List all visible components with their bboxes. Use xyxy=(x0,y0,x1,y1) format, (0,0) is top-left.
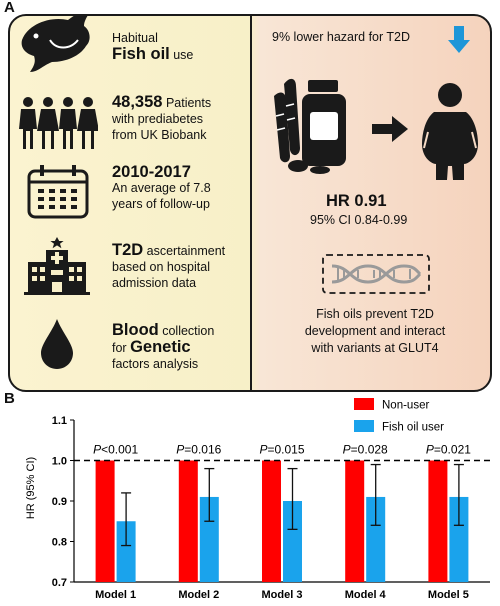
row5-prefix: for xyxy=(112,341,131,355)
bar-non-user xyxy=(345,460,365,582)
conclusion-text: Fish oils prevent T2D development and in… xyxy=(272,306,478,357)
row-fish-oil: Habitual Fish oil use xyxy=(10,16,248,88)
genetic-strong: Genetic xyxy=(130,338,191,356)
y-tick-label: 0.8 xyxy=(52,537,67,549)
row5-rest: collection xyxy=(158,324,215,338)
year-range: 2010-2017 xyxy=(112,163,191,181)
t2d-strong: T2D xyxy=(112,241,144,259)
conclusion-line1: Fish oils prevent T2D xyxy=(316,307,434,321)
legend-label: Fish oil user xyxy=(382,422,444,434)
row2-line3: from UK Biobank xyxy=(112,128,207,142)
legend-swatch xyxy=(354,420,374,432)
row4-line2: based on hospital xyxy=(112,260,210,274)
patient-count: 48,358 xyxy=(112,93,163,111)
hr-bar-chart: HR (95% CI) 0.7 0.8 0.9 1.0 1.1 Model 1 P<0.00… xyxy=(25,398,490,601)
bar-fish-oil-user xyxy=(283,501,302,582)
p-value-label: P<0.001 xyxy=(93,443,138,457)
arrow-right-icon xyxy=(372,116,408,147)
bar-fish-oil-user xyxy=(449,496,469,582)
hazard-text: 9% lower hazard for T2D xyxy=(272,30,411,44)
hospital-icon xyxy=(24,236,90,301)
fish-oil-strong: Fish oil xyxy=(112,45,170,63)
dna-icon xyxy=(322,254,430,299)
person-obese-icon xyxy=(420,82,480,187)
y-axis-label: HR (95% CI) xyxy=(25,457,37,519)
bar-fish-oil-user xyxy=(366,496,386,582)
conclusion-line3: with variants at GLUT4 xyxy=(311,341,439,355)
panel-a-letter: A xyxy=(4,0,15,16)
row1-line1: Habitual xyxy=(112,31,158,45)
y-tick-label: 0.9 xyxy=(52,496,67,508)
bar-non-user xyxy=(428,460,448,582)
row-blood: Blood collection for Genetic factors ana… xyxy=(10,308,248,390)
ci-value: 95% CI 0.84-0.99 xyxy=(310,213,408,227)
x-tick-label: Model 2 xyxy=(178,589,219,601)
row1-rest: use xyxy=(169,48,194,62)
x-tick-label: Model 4 xyxy=(345,589,387,601)
y-tick-label: 1.1 xyxy=(52,415,67,427)
p-value-label: P=0.028 xyxy=(343,443,388,457)
legend-swatch xyxy=(354,398,374,410)
blood-drop-icon xyxy=(40,318,74,375)
row4-rest: ascertainment xyxy=(143,244,226,258)
bar-fish-oil-user xyxy=(199,496,219,582)
bar-fish-oil-user xyxy=(116,521,136,582)
y-tick-label: 1.0 xyxy=(52,456,67,468)
fish-oil-bottle-icon xyxy=(272,76,364,179)
row-follow-up: 2010-2017 An average of 7.8 years of fol… xyxy=(10,158,248,228)
x-tick-label: Model 1 xyxy=(95,589,136,601)
row5-line3: factors analysis xyxy=(112,357,199,371)
legend-label: Non-user xyxy=(382,400,429,412)
x-tick-label: Model 3 xyxy=(262,589,303,601)
fish-icon xyxy=(16,16,96,81)
bar-non-user xyxy=(95,460,115,582)
row2-line2: with prediabetes xyxy=(112,112,204,126)
panel-b-letter: B xyxy=(4,390,15,407)
calendar-icon xyxy=(26,164,90,225)
p-value-label: P=0.015 xyxy=(259,443,304,457)
row-ascertainment: T2D ascertainment based on hospital admi… xyxy=(10,228,248,308)
p-value-label: P=0.016 xyxy=(176,443,221,457)
hr-value: HR 0.91 xyxy=(326,192,387,210)
panel-divider xyxy=(250,16,252,390)
people-icon xyxy=(18,96,99,157)
row-patients: 48,358 Patients with prediabetes from UK… xyxy=(10,88,248,158)
row3-line3: years of follow-up xyxy=(112,197,210,211)
p-value-label: P=0.021 xyxy=(426,443,471,457)
row2-after: Patients xyxy=(162,96,212,110)
conclusion-line2: development and interact xyxy=(304,324,446,338)
blood-strong: Blood xyxy=(112,321,159,339)
y-tick-label: 0.7 xyxy=(52,577,67,589)
row3-line2: An average of 7.8 xyxy=(112,181,211,195)
infographic-panel: Habitual Fish oil use 48,358 Patients wi… xyxy=(8,14,492,392)
bar-non-user xyxy=(178,460,198,582)
row4-line3: admission data xyxy=(112,276,197,290)
x-tick-label: Model 5 xyxy=(428,589,469,601)
bar-non-user xyxy=(262,460,281,582)
arrow-down-icon xyxy=(448,26,470,59)
